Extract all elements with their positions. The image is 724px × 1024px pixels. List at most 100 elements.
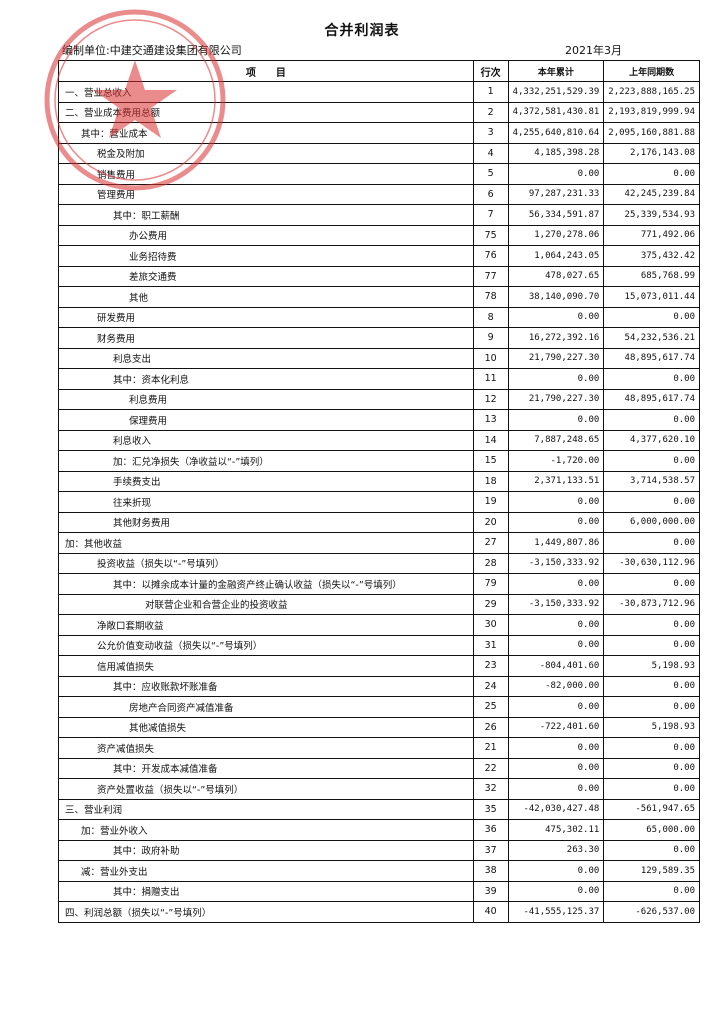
row-current-year: -41,555,125.37: [507, 901, 605, 923]
row-prior-year: 48,895,617.74: [603, 347, 700, 369]
report-period: 2021年3月: [565, 44, 622, 57]
row-item: 往来折现: [58, 491, 474, 513]
row-line-number: 37: [472, 839, 509, 861]
row-line-number: 12: [472, 388, 509, 410]
header-current: 本年累计: [507, 60, 605, 82]
row-item: 手续费支出: [58, 470, 474, 492]
row-prior-year: 0.00: [603, 696, 700, 718]
row-prior-year: 0.00: [603, 737, 700, 759]
table-row: 减：营业外支出 38 0.00 129,589.35: [58, 860, 700, 882]
row-prior-year: 3,714,538.57: [603, 470, 700, 492]
row-prior-year: 6,000,000.00: [603, 511, 700, 533]
row-item: 四、利润总额（损失以“-”号填列）: [58, 901, 474, 923]
row-line-number: 20: [472, 511, 509, 533]
row-item: 其中：资本化利息: [58, 368, 474, 390]
row-line-number: 38: [472, 860, 509, 882]
row-line-number: 18: [472, 470, 509, 492]
row-prior-year: -30,630,112.96: [603, 552, 700, 574]
row-item: 一、营业总收入: [58, 81, 474, 103]
row-line-number: 27: [472, 532, 509, 554]
row-prior-year: 5,198.93: [603, 655, 700, 677]
row-prior-year: 129,589.35: [603, 860, 700, 882]
row-item: 资产减值损失: [58, 737, 474, 759]
row-current-year: 38,140,090.70: [507, 286, 605, 308]
row-item: 公允价值变动收益（损失以“-”号填列）: [58, 634, 474, 656]
row-item: 保理费用: [58, 409, 474, 431]
row-item: 税金及附加: [58, 142, 474, 164]
row-current-year: -3,150,333.92: [507, 552, 605, 574]
table-row: 四、利润总额（损失以“-”号填列） 40 -41,555,125.37 -626,53…: [58, 901, 700, 923]
row-line-number: 22: [472, 757, 509, 779]
table-row: 信用减值损失 23 -804,401.60 5,198.93: [58, 655, 700, 677]
row-prior-year: 0.00: [603, 450, 700, 472]
row-current-year: 21,790,227.30: [507, 388, 605, 410]
row-item: 其中：开发成本减值准备: [58, 757, 474, 779]
row-line-number: 76: [472, 245, 509, 267]
table-row: 其他 78 38,140,090.70 15,073,011.44: [58, 286, 700, 308]
row-current-year: 0.00: [507, 491, 605, 513]
row-current-year: 0.00: [507, 511, 605, 533]
table-row: 差旅交通费 77 478,027.65 685,768.99: [58, 265, 700, 287]
row-current-year: 0.00: [507, 614, 605, 636]
table-row: 管理费用 6 97,287,231.33 42,245,239.84: [58, 183, 700, 205]
row-prior-year: 42,245,239.84: [603, 183, 700, 205]
table-row: 投资收益（损失以“-”号填列） 28 -3,150,333.92 -30,630,11…: [58, 552, 700, 574]
row-line-number: 19: [472, 491, 509, 513]
header-item: 项 目: [58, 60, 474, 82]
row-prior-year: -561,947.65: [603, 798, 700, 820]
row-item: 其他: [58, 286, 474, 308]
table-row: 财务费用 9 16,272,392.16 54,232,536.21: [58, 327, 700, 349]
table-row: 资产处置收益（损失以“-”号填列） 32 0.00 0.00: [58, 778, 700, 800]
row-line-number: 75: [472, 224, 509, 246]
row-item: 财务费用: [58, 327, 474, 349]
row-item: 加：其他收益: [58, 532, 474, 554]
table-row: 加：其他收益 27 1,449,807.86 0.00: [58, 532, 700, 554]
row-current-year: 16,272,392.16: [507, 327, 605, 349]
row-current-year: -722,401.60: [507, 716, 605, 738]
table-row: 其中：营业成本 3 4,255,640,810.64 2,095,160,881.88: [58, 122, 700, 144]
row-line-number: 5: [472, 163, 509, 185]
row-item: 差旅交通费: [58, 265, 474, 287]
table-header-row: 项 目 行次 本年累计 上年同期数: [58, 60, 700, 82]
table-row: 其他减值损失 26 -722,401.60 5,198.93: [58, 716, 700, 738]
row-prior-year: 685,768.99: [603, 265, 700, 287]
row-current-year: 4,332,251,529.39: [507, 81, 605, 103]
table-row: 往来折现 19 0.00 0.00: [58, 491, 700, 513]
row-prior-year: 0.00: [603, 306, 700, 328]
row-item: 销售费用: [58, 163, 474, 185]
row-prior-year: 65,000.00: [603, 819, 700, 841]
row-current-year: 0.00: [507, 163, 605, 185]
table-row: 二、营业成本费用总额 2 4,372,581,430.81 2,193,819,999…: [58, 101, 700, 123]
row-item: 信用减值损失: [58, 655, 474, 677]
row-prior-year: 0.00: [603, 573, 700, 595]
row-item: 房地产合同资产减值准备: [58, 696, 474, 718]
row-prior-year: 0.00: [603, 634, 700, 656]
table-row: 其他财务费用 20 0.00 6,000,000.00: [58, 511, 700, 533]
row-prior-year: 2,095,160,881.88: [603, 122, 700, 144]
table-row: 其中：政府补助 37 263.30 0.00: [58, 839, 700, 861]
row-prior-year: 375,432.42: [603, 245, 700, 267]
row-prior-year: 771,492.06: [603, 224, 700, 246]
row-item: 利息支出: [58, 347, 474, 369]
row-line-number: 10: [472, 347, 509, 369]
row-item: 加：营业外收入: [58, 819, 474, 841]
row-current-year: -1,720.00: [507, 450, 605, 472]
row-prior-year: 15,073,011.44: [603, 286, 700, 308]
row-prior-year: 0.00: [603, 614, 700, 636]
row-current-year: 97,287,231.33: [507, 183, 605, 205]
row-line-number: 6: [472, 183, 509, 205]
row-item: 利息收入: [58, 429, 474, 451]
row-line-number: 24: [472, 675, 509, 697]
report-title: 合并利润表: [324, 23, 400, 39]
row-item: 加：汇兑净损失（净收益以“-”填列）: [58, 450, 474, 472]
row-line-number: 77: [472, 265, 509, 287]
row-current-year: 475,302.11: [507, 819, 605, 841]
table-row: 净敞口套期收益 30 0.00 0.00: [58, 614, 700, 636]
table-row: 税金及附加 4 4,185,398.28 2,176,143.08: [58, 142, 700, 164]
row-current-year: -42,030,427.48: [507, 798, 605, 820]
table-row: 手续费支出 18 2,371,133.51 3,714,538.57: [58, 470, 700, 492]
table-row: 其中：资本化利息 11 0.00 0.00: [58, 368, 700, 390]
row-line-number: 4: [472, 142, 509, 164]
row-line-number: 78: [472, 286, 509, 308]
row-prior-year: 0.00: [603, 368, 700, 390]
